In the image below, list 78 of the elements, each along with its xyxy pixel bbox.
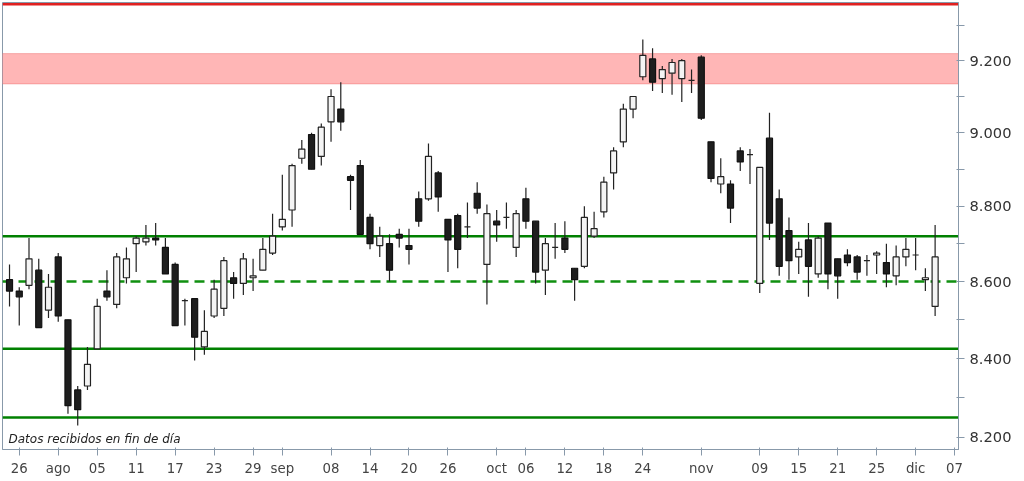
candlestick [44,273,53,319]
y-tick-label: 8.400 [969,349,1012,367]
candlestick [278,174,286,232]
candlestick [15,286,23,327]
y-tick-label: 8.600 [969,272,1012,290]
x-tick-label: 09 [751,460,769,476]
candlestick [259,237,267,271]
candlestick [648,47,657,92]
x-tick-label: 15 [790,460,808,476]
candlestick [571,267,579,302]
candlestick [873,250,881,275]
x-tick-label: 08 [322,460,340,476]
candlestick [200,309,208,356]
annotation: Datos recibidos en fin de día [8,431,181,446]
x-tick-label: 18 [595,460,613,476]
x-tick-label: 29 [244,460,262,476]
x-tick-label: 24 [634,460,652,476]
x-tick-label: dic [905,460,926,476]
x-tick-label: 20 [400,460,418,476]
candlestick [444,218,452,273]
candlestick [249,258,257,292]
x-tick-label: 26 [10,460,28,476]
candlestick [639,38,647,81]
candlestick [415,190,423,228]
candlestick [561,220,569,254]
candlestick [834,258,842,300]
x-tick-label: 26 [439,460,457,476]
candlestick [74,385,82,427]
candlestick [229,271,238,300]
x-tick-label: 14 [361,460,379,476]
candlestick [658,65,666,94]
candlestick [892,244,900,286]
candlestick [5,263,14,307]
candlestick [493,209,501,243]
x-tick-label: 05 [88,460,106,476]
x-tick-label: 11 [127,460,145,476]
y-tick-label: 9.200 [969,51,1012,69]
candlestick [717,157,725,194]
y-tick-label: 8.200 [969,428,1012,446]
candlestick [405,228,413,266]
x-tick-label: 07 [946,460,964,476]
candlestick [268,213,277,256]
candlestick [795,241,803,275]
candlestick [522,187,530,230]
candlestick [609,146,618,191]
candlestick [376,226,384,258]
candlestick [103,269,111,302]
candlestick [668,58,676,96]
candlestick [921,267,929,292]
candlestick [122,246,131,285]
candlestick [83,346,92,391]
candlestick [395,228,403,249]
x-tick-label: 25 [868,460,886,476]
candlestick [590,211,598,239]
candlestick [853,254,861,281]
candlestick [902,237,910,267]
x-tick-label: 17 [166,460,184,476]
x-tick-label: nov [689,460,714,476]
x-tick-label: 21 [829,460,847,476]
y-tick-label: 9.000 [969,123,1012,141]
x-tick-label: 12 [556,460,574,476]
candlestick [736,146,744,172]
x-tick-label: 06 [517,460,535,476]
candlestick [678,58,686,103]
candlestick [337,81,345,132]
x-tick-label: oct [486,460,508,476]
x-tick-label: sep [270,460,295,476]
candlestick [152,222,160,247]
candlestick [473,181,481,215]
x-tick-label: 23 [205,460,223,476]
candlestick [629,95,637,119]
candlestick [298,139,306,165]
candlestick [142,224,150,247]
y-tick-label: 8.800 [969,197,1012,215]
candlestick [882,243,891,288]
candlestick [346,174,355,211]
candlestick [132,235,140,273]
x-tick-label: ago [45,460,71,476]
